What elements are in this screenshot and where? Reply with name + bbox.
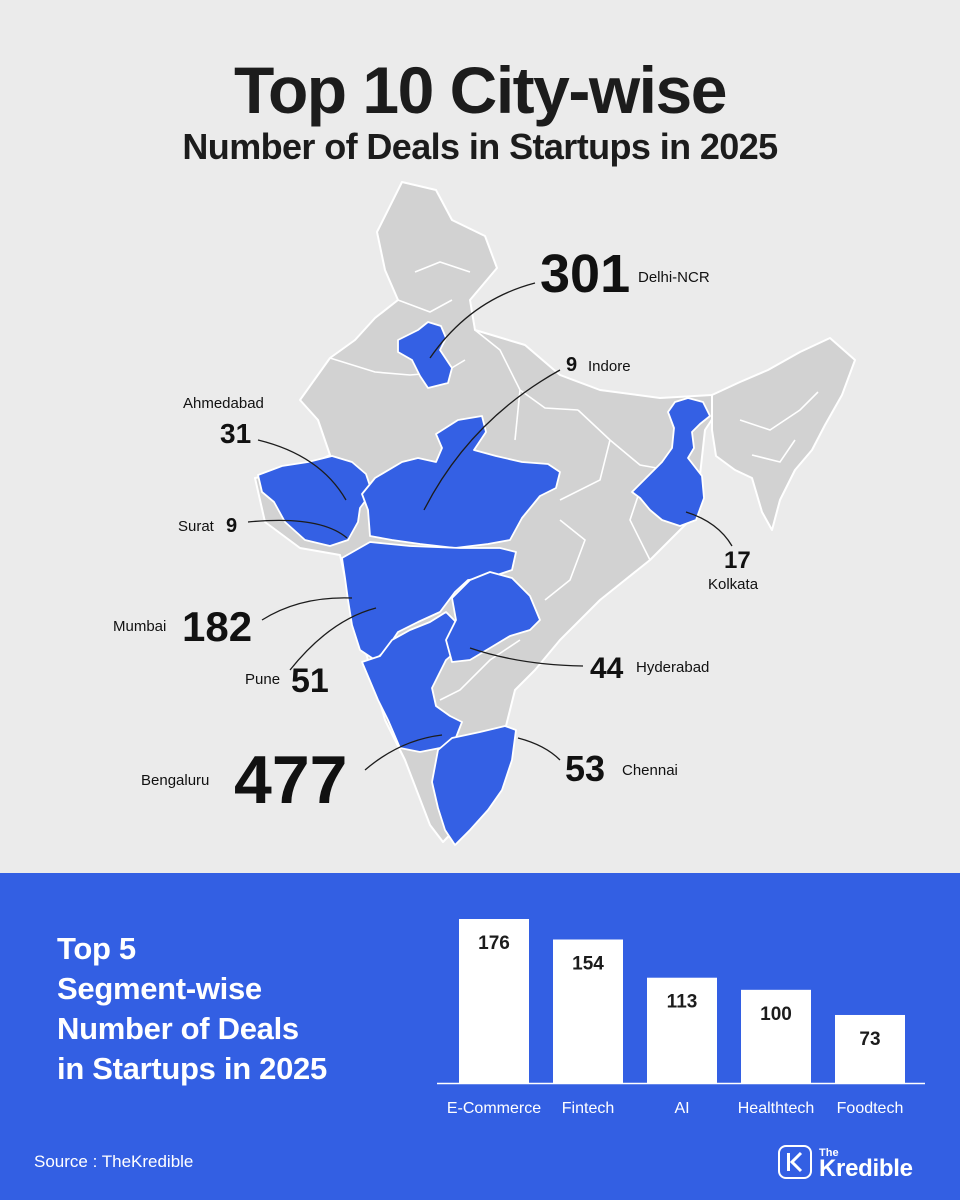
map-northeast (711, 337, 856, 531)
city-name-delhi: Delhi-NCR (638, 269, 710, 286)
city-value-mumbai: 182 (182, 603, 252, 650)
leader-bengaluru (364, 734, 443, 771)
city-name-bengaluru: Bengaluru (141, 772, 209, 789)
kredible-logo: The Kredible (778, 1141, 938, 1185)
leader-kolkata (685, 511, 733, 547)
segment-title-line-2: Segment-wise (57, 971, 262, 1006)
bar-e-commerce (459, 919, 529, 1083)
city-value-hyderabad: 44 (590, 652, 624, 685)
bar-value-e-commerce: 176 (478, 933, 510, 954)
region-west-coast-karnataka (361, 611, 463, 753)
city-labels: 301 Delhi-NCR 9 Indore Ahmedabad 31 Sura… (113, 244, 759, 818)
segment-bar-chart: 176 E-Commerce 154 Fintech 113 AI 100 Healthtec… (437, 919, 925, 1117)
category-label-fintech: Fintech (562, 1100, 614, 1117)
region-west-bengal (631, 397, 711, 527)
city-name-hyderabad: Hyderabad (636, 659, 709, 676)
city-value-kolkata: 17 (724, 547, 751, 574)
logo-text-the: The (819, 1147, 839, 1159)
city-name-surat: Surat (178, 518, 215, 535)
city-name-mumbai: Mumbai (113, 618, 166, 635)
leader-surat (247, 519, 348, 539)
segment-title-line-3: Number of Deals (57, 1011, 299, 1046)
city-section: Top 10 City-wise Number of Deals in Star… (113, 53, 856, 846)
city-name-ahmedabad: Ahmedabad (183, 395, 264, 412)
kredible-logo-icon (778, 1145, 812, 1179)
region-madhya-pradesh (361, 415, 561, 549)
leader-delhi (429, 282, 536, 359)
leader-chennai (517, 737, 561, 761)
leader-ahmedabad (257, 439, 347, 501)
segment-section: Top 5 Segment-wise Number of Deals in St… (0, 873, 960, 1200)
city-name-kolkata: Kolkata (708, 576, 759, 593)
city-value-indore: 9 (566, 354, 577, 376)
bar-value-foodtech: 73 (859, 1029, 880, 1050)
bar-fintech (553, 939, 623, 1083)
segment-title-line-4: in Startups in 2025 (57, 1051, 327, 1086)
leader-indore (423, 369, 561, 511)
page-title: Top 10 City-wise (234, 53, 727, 127)
city-value-ahmedabad: 31 (220, 418, 251, 449)
bar-healthtech (741, 989, 811, 1083)
region-delhi-haryana (397, 321, 453, 389)
region-gujarat (257, 455, 373, 547)
leader-lines (247, 282, 733, 771)
city-value-chennai: 53 (565, 748, 605, 789)
source-note: Source : TheKredible (34, 1152, 194, 1171)
city-value-surat: 9 (226, 515, 237, 537)
logo-text-kredible: Kredible (819, 1155, 913, 1182)
region-tamil-nadu (431, 725, 517, 846)
india-map: 301 Delhi-NCR 9 Indore Ahmedabad 31 Sura… (113, 181, 856, 846)
leader-hyderabad (469, 647, 584, 667)
city-value-bengaluru: 477 (234, 742, 347, 818)
segment-title-line-1: Top 5 (57, 931, 136, 966)
city-name-chennai: Chennai (622, 762, 678, 779)
segment-title: Top 5 Segment-wise Number of Deals in St… (57, 929, 327, 1089)
city-name-indore: Indore (588, 358, 631, 375)
region-maharashtra (341, 541, 517, 661)
bar-value-healthtech: 100 (760, 1004, 792, 1025)
category-label-ai: AI (674, 1100, 689, 1117)
region-telangana (445, 571, 541, 663)
city-name-pune: Pune (245, 671, 280, 688)
city-value-delhi: 301 (540, 244, 630, 304)
bar-value-ai: 113 (667, 992, 698, 1013)
category-label-e-commerce: E-Commerce (447, 1100, 541, 1117)
bar-ai (647, 977, 717, 1083)
leader-pune (289, 607, 377, 671)
category-label-healthtech: Healthtech (738, 1100, 815, 1117)
leader-mumbai (261, 597, 353, 621)
category-label-foodtech: Foodtech (837, 1100, 904, 1117)
bar-foodtech (835, 1014, 905, 1083)
city-value-pune: 51 (291, 662, 329, 700)
bar-value-fintech: 154 (572, 954, 604, 975)
page-subtitle: Number of Deals in Startups in 2025 (182, 126, 778, 167)
highlighted-states (257, 321, 711, 846)
